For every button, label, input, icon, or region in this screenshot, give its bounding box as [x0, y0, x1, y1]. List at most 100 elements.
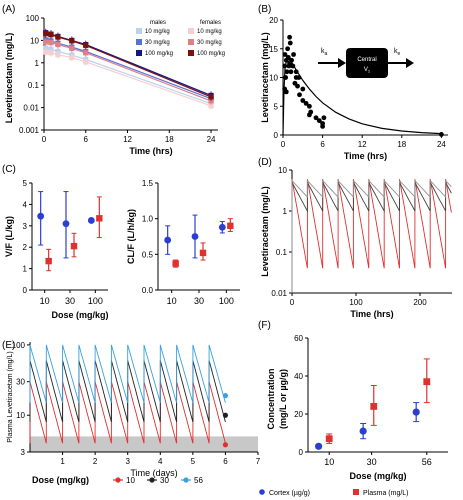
- panel-e-ytick-label: 10: [16, 411, 25, 420]
- panel-a-point: [69, 38, 75, 44]
- panel-e-legend-marker: [183, 477, 189, 483]
- panel-b-point: [287, 40, 293, 46]
- panel-b-point: [303, 100, 309, 106]
- panel-a-x-label: Time (hrs): [129, 146, 172, 156]
- panel-a-point: [208, 94, 214, 100]
- panel-b-point: [300, 98, 306, 103]
- panel-e-xtick-label: 5: [191, 457, 196, 466]
- panel-f-ytick-label: 20: [294, 410, 303, 419]
- panel-b-point: [300, 86, 306, 92]
- panel-b-point: [283, 75, 289, 80]
- panel-d-ytick-label: 0.01: [271, 289, 287, 298]
- panel-d-xtick-label: 0: [290, 298, 295, 307]
- panel-a-point: [69, 55, 75, 61]
- panel-c-label: (C): [2, 164, 16, 175]
- panel-b-point: [307, 103, 312, 109]
- panel-e-xtick-label: 6: [223, 457, 228, 466]
- panel-c-point-female: [70, 242, 78, 250]
- panel-f-point-cortex: [412, 408, 420, 416]
- panel-e-series-line: [29, 344, 226, 403]
- panel-f-ytick-label: 60: [294, 334, 303, 343]
- panel-e-shaded-band: [30, 436, 258, 452]
- panel-b-point: [290, 63, 296, 69]
- panel-e-legend-label: 56: [194, 476, 203, 485]
- panel-c-y-label: CL/F (L/h/kg): [126, 209, 136, 264]
- panel-c-xtick-label: 100: [219, 296, 234, 306]
- panel-a-point: [83, 42, 89, 48]
- panel-f-xtick-label: 56: [422, 457, 432, 467]
- panel-b-point: [320, 121, 325, 126]
- panel-c-xtick-label: 10: [167, 296, 177, 306]
- panel-f-y-label-line1: Concentration: [266, 368, 276, 429]
- panel-b-xtick-label: 6: [320, 140, 325, 149]
- panel-e-point: [222, 393, 229, 399]
- panel-b-point: [283, 89, 289, 95]
- panel-e-xtick-label: 1: [60, 457, 65, 466]
- panel-d-ytick-label: 10: [278, 166, 287, 175]
- panel-a-point: [208, 103, 214, 109]
- panel-b-point: [291, 52, 296, 57]
- panel-c-ytick-label: 2: [23, 243, 28, 252]
- panel-a-xtick-label: 6: [84, 135, 89, 144]
- panel-c-ytick-label: 1: [23, 265, 28, 274]
- panel-b-ke-subscript: e: [398, 51, 401, 57]
- panel-c-y-label: V/F (L/kg): [4, 216, 14, 257]
- panel-b-ytick-label: 0: [274, 131, 279, 140]
- panel-a-legend-females-title: females: [200, 20, 221, 26]
- panel-e-xtick-label: 7: [256, 457, 261, 466]
- panel-a-xtick-label: 12: [123, 135, 132, 144]
- panel-a-point: [55, 34, 61, 40]
- panel-b-point: [439, 132, 444, 137]
- panel-a-point: [83, 59, 89, 65]
- panel-b-v1-subscript: 1: [368, 69, 371, 74]
- panel-b-point: [296, 75, 302, 80]
- panel-c-ytick-label: 5: [23, 179, 28, 188]
- panel-e-legend-marker: [115, 477, 121, 483]
- panel-c-ytick-label: 0: [23, 286, 28, 295]
- panel-b-point: [285, 46, 291, 52]
- panel-a-legend-label: 30 mg/kg: [197, 40, 222, 46]
- panel-e-label: (E): [2, 340, 15, 351]
- panel-b-v1-label: V1: [364, 67, 371, 74]
- panel-e-point: [222, 412, 229, 418]
- panel-a-xtick-label: 0: [42, 135, 47, 144]
- panel-a-point: [48, 50, 54, 56]
- panel-a-point: [43, 49, 49, 55]
- panel-a-point: [55, 41, 61, 48]
- panel-a-point: [48, 32, 54, 38]
- panel-b-point: [285, 54, 291, 60]
- panel-f-xtick-label: 30: [367, 457, 377, 467]
- panel-e-xtick-label: 3: [125, 457, 130, 466]
- panel-a-legend-swatch: [136, 50, 142, 56]
- panel-b-ke-arrowhead: [406, 58, 414, 68]
- panel-e-legend-label: 30: [160, 476, 169, 485]
- panel-f-legend-label-plasma: Plasma (mg/L): [363, 490, 409, 497]
- panel-e-series-line: [29, 360, 226, 423]
- panel-b-ke-label: ke: [394, 48, 401, 57]
- panel-b-ytick-label: 5: [274, 102, 279, 111]
- panel-b-point: [282, 63, 288, 69]
- panel-c-ytick-label: 0.5: [142, 250, 154, 259]
- panel-f-ytick-label: 0: [299, 448, 304, 457]
- panel-c-ytick-label: 1.0: [142, 215, 154, 224]
- panel-b-point: [282, 52, 288, 57]
- panel-c-xtick-label: 10: [40, 296, 50, 306]
- panel-a-legend-label: 10 mg/kg: [197, 29, 222, 35]
- panel-b-label: (B): [258, 4, 271, 15]
- panel-d-ytick-label: 1: [283, 207, 288, 216]
- panel-f-point-plasma: [423, 378, 431, 386]
- panel-e-legend-marker: [149, 477, 155, 483]
- panel-b-central-label: Central: [357, 57, 376, 63]
- panel-e-xtick-label: 2: [93, 457, 98, 466]
- panel-d-xtick-label: 200: [413, 298, 427, 307]
- panel-a-point: [43, 31, 49, 37]
- panel-a-legend-males-title: males: [150, 20, 166, 26]
- panel-b-point: [321, 115, 327, 121]
- panel-e-ytick-label: 100: [12, 341, 26, 350]
- panel-a-ytick-label: 0.1: [28, 81, 40, 90]
- panel-a-legend-swatch: [188, 39, 194, 45]
- panel-c-xtick-label: 30: [194, 296, 204, 306]
- panel-d-x-label: Time (hrs): [350, 309, 393, 319]
- panel-a-legend-label: 30 mg/kg: [145, 40, 170, 46]
